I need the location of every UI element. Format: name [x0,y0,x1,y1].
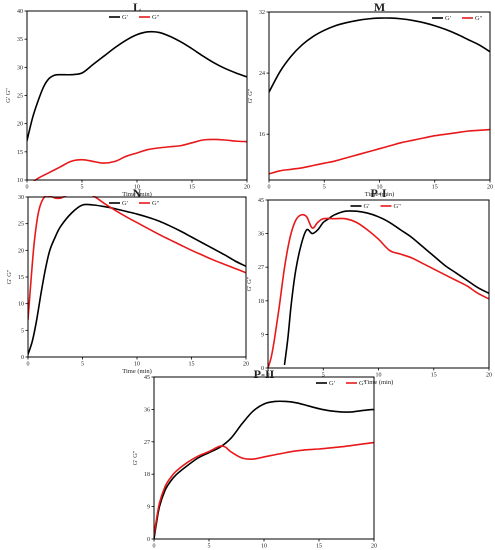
y-tick-label: 35 [17,37,23,43]
x-tick-label: 5 [208,544,211,550]
panel-title: M [374,0,385,14]
series-line-g-prime [28,203,246,356]
y-tick-label: 9 [147,505,150,511]
legend-label-g-prime: G' [122,14,128,21]
y-tick-label: 10 [17,178,23,184]
x-tick-label: 15 [189,362,195,368]
x-tick-label: 0 [267,373,270,379]
y-axis-title: G' G" [246,276,253,291]
y-tick-label: 18 [258,299,264,305]
series-line-g-double-prime [269,128,490,175]
x-tick-label: 5 [81,362,84,368]
x-tick-label: 10 [134,185,140,191]
x-tick-label: 15 [431,373,437,379]
x-tick-label: 10 [261,544,267,550]
series-line-g-double-prime [268,213,489,369]
legend-label-g-prime: G' [122,200,128,207]
x-tick-label: 5 [81,185,84,191]
y-axis-title: G' G" [6,269,13,284]
y-tick-label: 15 [17,150,23,156]
x-tick-label: 20 [371,544,377,550]
x-tick-label: 20 [487,185,493,191]
legend-label-g-prime: G' [445,15,451,22]
x-tick-label: 10 [134,362,140,368]
y-axis-title: G' G" [5,88,12,103]
x-axis-title: Time (min) [365,191,395,198]
x-axis-title: Time (min) [122,191,152,198]
x-tick-label: 15 [432,185,438,191]
chart-panel-m: 0 5 10 15 20 16 24 32 Time (min) G' G" M G' G" [247,0,493,198]
series-line-g-prime [269,17,490,93]
x-tick-label: 20 [486,373,492,379]
legend-label-g-prime: G' [329,380,335,387]
y-tick-label: 25 [18,222,24,228]
x-axis-title: Time (min) [122,368,152,375]
y-axis-title: G' G" [132,450,139,465]
y-tick-label: 27 [258,265,264,271]
y-tick-label: 16 [259,132,265,138]
x-tick-label: 15 [316,544,322,550]
panel-title: L [133,0,141,14]
x-tick-label: 20 [243,362,249,368]
legend-label-g-double-prime: G" [152,14,160,21]
y-tick-label: 36 [258,232,264,238]
y-tick-label: 45 [258,198,264,204]
y-tick-label: 15 [18,275,24,281]
y-axis-title: G' G" [247,88,254,103]
series-line-g-double-prime [154,441,374,537]
panel-title: P-I [371,186,387,200]
y-tick-label: 0 [147,537,150,543]
y-tick-label: 24 [259,71,265,77]
y-tick-label: 0 [261,366,264,372]
x-tick-label: 15 [189,185,195,191]
legend-label-g-double-prime: G" [394,203,402,210]
legend-label-g-prime: G' [364,203,370,210]
x-tick-label: 10 [377,185,383,191]
x-tick-label: 5 [323,185,326,191]
y-tick-label: 25 [17,94,23,100]
series-line-g-prime [283,210,489,366]
plot-frame [27,196,247,358]
y-tick-label: 36 [144,407,150,413]
plot-frame [267,199,490,369]
y-tick-label: 32 [259,10,265,16]
series-line-g-double-prime [28,196,246,321]
x-tick-label: 0 [268,185,271,191]
x-axis-title: Time (min) [364,379,394,386]
x-tick-label: 0 [153,544,156,550]
series-line-g-prime [27,30,247,142]
plot-frame [26,10,248,181]
x-tick-label: 10 [376,373,382,379]
panel-title: N [133,186,142,200]
series-line-g-double-prime [33,138,247,181]
panel-title: P-II [254,367,275,381]
x-tick-label: 0 [27,362,30,368]
legend-label-g-double-prime: G" [475,15,483,22]
y-tick-label: 0 [21,355,24,361]
series-line-g-prime [154,400,374,540]
y-tick-label: 9 [261,332,264,338]
y-tick-label: 30 [17,65,23,71]
x-tick-label: 20 [244,185,250,191]
y-tick-label: 20 [18,248,24,254]
chart-panel-l: 0 5 10 15 20 10 15 20 25 30 35 40 Time (min) G' G" L G'… [5,0,250,198]
y-tick-label: 18 [144,472,150,478]
plot-frame [268,11,491,181]
x-tick-label: 0 [26,185,29,191]
y-tick-label: 30 [18,195,24,201]
y-tick-label: 20 [17,122,23,128]
legend-label-g-double-prime: G" [359,380,367,387]
y-tick-label: 45 [144,375,150,381]
legend-label-g-double-prime: G" [152,200,160,207]
y-tick-label: 10 [18,302,24,308]
y-tick-label: 40 [17,9,23,15]
y-tick-label: 5 [21,328,24,334]
y-tick-label: 27 [144,440,150,446]
chart-panel-n: 0 5 10 15 20 0 5 10 15 20 25 30 Time (min) G' G" N G' G" [6,186,249,375]
plot-frame [153,376,375,540]
x-tick-label: 5 [322,373,325,379]
